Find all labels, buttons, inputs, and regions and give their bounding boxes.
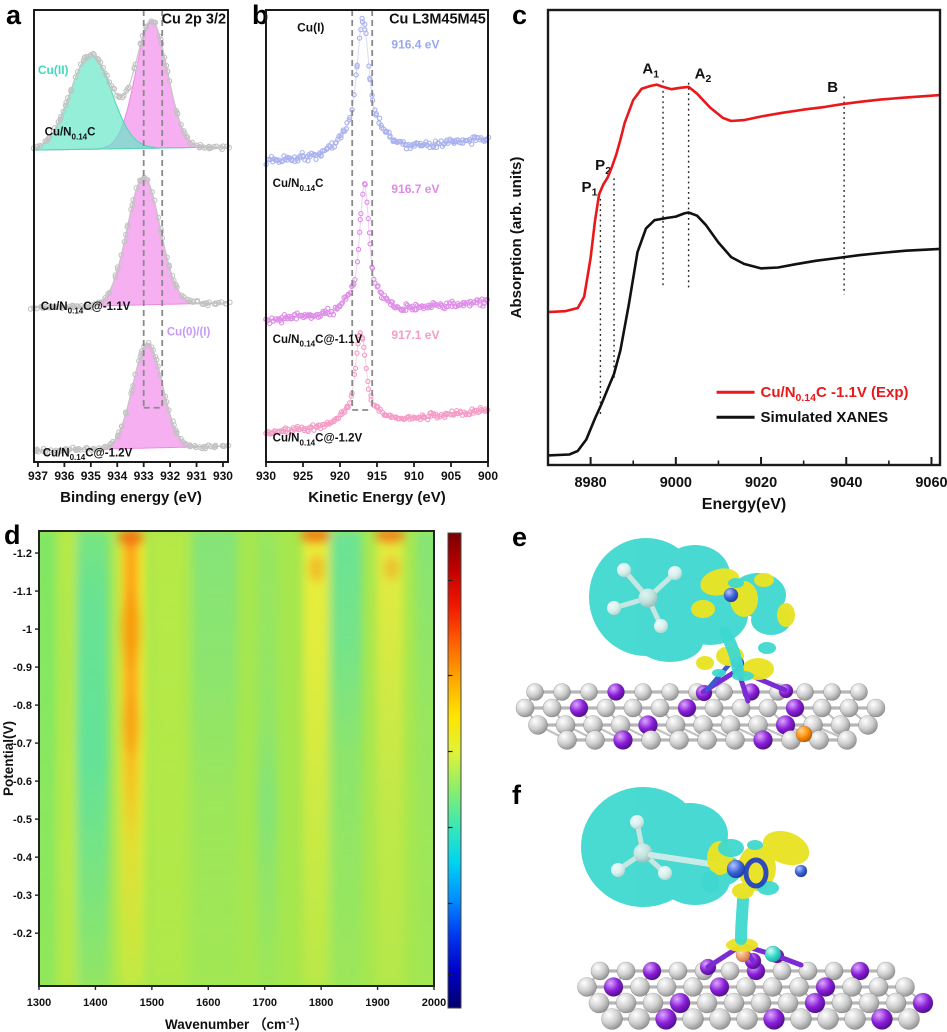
svg-text:-1.2: -1.2 [13,548,32,560]
svg-text:910: 910 [404,469,424,483]
svg-text:920: 920 [330,469,350,483]
svg-text:935: 935 [81,469,101,483]
svg-text:9040: 9040 [830,475,862,491]
xps-cu2p-chart: 937 936 935 934 933 932 931 930 Binding energy (… [27,9,233,506]
svg-text:Cu L3M45M45: Cu L3M45M45 [389,12,486,28]
svg-text:917.1 eV: 917.1 eV [391,328,439,342]
svg-text:1600: 1600 [196,997,220,1009]
svg-text:934: 934 [107,469,127,483]
svg-text:Cu/N0.14C@-1.1V: Cu/N0.14C@-1.1V [41,301,131,316]
svg-text:905: 905 [441,469,461,483]
charge-density-scene-e [515,538,886,750]
auger-cu-lmm-chart: 930 925 920 915 910 905 900 Kinetic Energy (eV)… [256,9,498,506]
svg-text:Binding energy (eV): Binding energy (eV) [60,489,202,506]
svg-text:Cu/N0.14C@-1.2V: Cu/N0.14C@-1.2V [273,433,363,448]
panel-d-label: d [4,520,21,550]
svg-text:-0.2: -0.2 [13,928,32,940]
svg-text:1700: 1700 [252,997,276,1009]
svg-text:931: 931 [187,469,207,483]
svg-text:-0.5: -0.5 [13,814,32,826]
ftir-potential-heatmap: 1300 1400 1500 1600 1700 1800 1900 2000 -1.2 -1.1… [1,530,462,1032]
svg-text:9020: 9020 [745,475,777,491]
svg-text:Energy(eV): Energy(eV) [702,496,786,513]
svg-text:9060: 9060 [915,475,947,491]
svg-text:1300: 1300 [27,997,51,1009]
svg-text:Potential(V): Potential(V) [1,721,16,796]
panel-c-label: c [512,0,528,30]
svg-text:-0.7: -0.7 [13,738,32,750]
svg-text:936: 936 [54,469,74,483]
svg-text:933: 933 [134,469,154,483]
svg-text:Cu(0)/(I): Cu(0)/(I) [167,326,211,338]
svg-text:-0.6: -0.6 [13,776,32,788]
svg-text:1400: 1400 [83,997,107,1009]
svg-text:937: 937 [28,469,48,483]
svg-text:A2: A2 [695,65,712,85]
svg-text:1500: 1500 [140,997,164,1009]
svg-text:916.7 eV: 916.7 eV [391,182,439,196]
panel-b-label: b [252,0,269,30]
svg-text:-0.4: -0.4 [13,852,33,864]
panel-e-label: e [512,522,528,552]
svg-text:8980: 8980 [574,475,606,491]
svg-text:Simulated XANES: Simulated XANES [761,409,889,426]
svg-text:Cu/N0.14C: Cu/N0.14C [273,178,324,193]
svg-text:Cu/N0.14C -1.1V (Exp): Cu/N0.14C -1.1V (Exp) [761,384,909,404]
svg-text:930: 930 [213,469,233,483]
svg-text:925: 925 [293,469,313,483]
panel-f-label: f [512,780,521,810]
svg-text:916.4 eV: 916.4 eV [391,37,439,51]
svg-text:Kinetic Energy (eV): Kinetic Energy (eV) [308,489,446,506]
svg-text:Absorption (arb. units): Absorption (arb. units) [508,157,525,319]
svg-text:932: 932 [160,469,180,483]
svg-text:Cu 2p 3/2: Cu 2p 3/2 [162,12,226,28]
svg-text:915: 915 [367,469,387,483]
svg-text:Wavenumber （cm-1）: Wavenumber （cm-1） [165,1016,308,1032]
svg-text:9000: 9000 [660,475,692,491]
svg-text:B: B [827,79,838,96]
svg-text:Cu/N0.14C@-1.1V: Cu/N0.14C@-1.1V [273,334,363,349]
svg-text:-1: -1 [22,624,32,636]
svg-text:Cu(I): Cu(I) [297,21,324,35]
svg-text:Cu/N0.14C: Cu/N0.14C [45,127,96,142]
svg-text:2000: 2000 [422,997,446,1009]
svg-text:Cu/N0.14C@-1.2V: Cu/N0.14C@-1.2V [43,448,133,463]
svg-text:A1: A1 [642,61,659,81]
svg-text:Cu(II): Cu(II) [38,63,69,77]
svg-text:-1.1: -1.1 [13,586,32,598]
panel-a-label: a [6,0,22,30]
svg-text:-0.9: -0.9 [13,662,32,674]
svg-text:P2: P2 [595,157,611,177]
svg-text:900: 900 [478,469,498,483]
svg-text:P1: P1 [582,179,598,199]
charge-density-scene-f [577,787,934,1030]
svg-text:-0.8: -0.8 [13,700,32,712]
svg-text:-0.3: -0.3 [13,890,32,902]
svg-text:930: 930 [256,469,276,483]
svg-text:1900: 1900 [365,997,389,1009]
svg-text:1800: 1800 [309,997,333,1009]
